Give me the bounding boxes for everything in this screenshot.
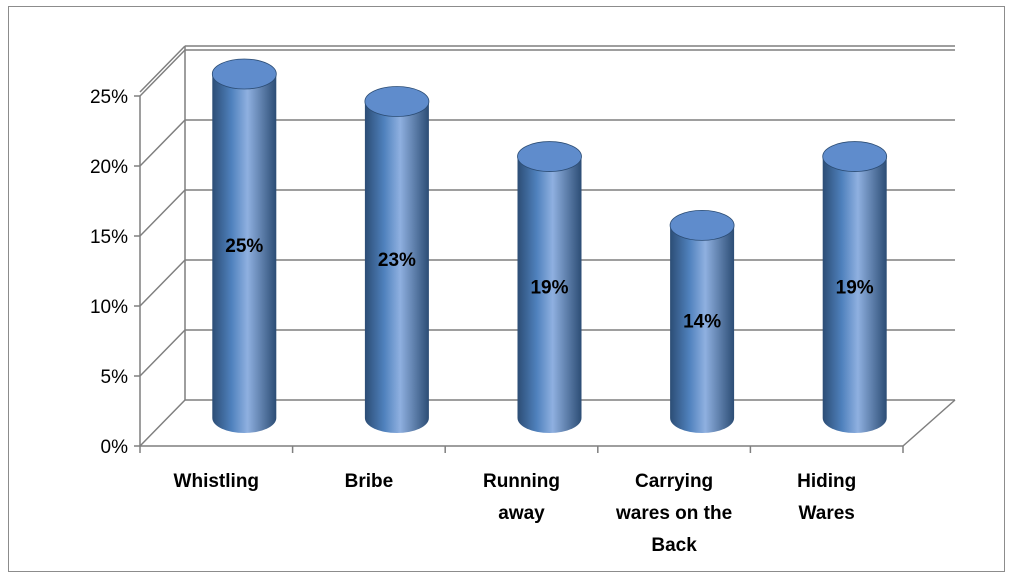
- bar: 23%: [364, 86, 430, 434]
- y-tick-label: 15%: [90, 227, 128, 248]
- bar-top-cap: [822, 141, 888, 172]
- y-tick-label: 10%: [90, 297, 128, 318]
- x-category-label-line: Whistling: [174, 471, 259, 492]
- x-category-label-line: Hiding: [797, 471, 856, 492]
- y-tick-label: 0%: [101, 437, 129, 458]
- wall-top-diagonal: [139, 45, 186, 93]
- x-category-label: Carrying wares on the Back: [615, 471, 732, 556]
- x-category-label-line: Bribe: [345, 471, 394, 492]
- bar-body: [670, 225, 735, 434]
- bar-body: [364, 101, 429, 434]
- bar-top-cap: [669, 209, 735, 241]
- gridline-diagonal: [139, 259, 186, 307]
- gridline-diagonal: [139, 119, 186, 167]
- bar: 25%: [211, 58, 277, 433]
- bar-top-cap: [364, 86, 430, 117]
- x-category-label-line: Wares: [799, 503, 855, 524]
- gridline-diagonal: [139, 399, 186, 447]
- x-category-label: Hiding Wares: [797, 471, 856, 524]
- y-tick-label: 25%: [90, 87, 128, 108]
- floor-right-diagonal: [902, 399, 956, 447]
- bar-body: [822, 156, 887, 434]
- x-category-label-line: away: [498, 503, 545, 524]
- axes: [134, 95, 904, 453]
- y-tick-label: 20%: [90, 157, 128, 178]
- bar: 19%: [517, 141, 582, 434]
- x-category-label-line: Back: [651, 535, 697, 556]
- x-category-labels: Whistling Bribe Running away Carrying wares o…: [174, 471, 857, 556]
- x-category-label-line: wares on the: [615, 503, 732, 524]
- x-category-label: Running away: [483, 471, 560, 524]
- gridline-diagonal: [139, 49, 186, 97]
- y-tick-label: 5%: [101, 367, 129, 388]
- data-label: 19%: [530, 277, 568, 298]
- bar-top-cap: [211, 58, 277, 90]
- gridline-diagonal: [139, 189, 186, 237]
- x-category-label: Bribe: [345, 471, 394, 492]
- chart-walls: [139, 45, 956, 447]
- data-label: 14%: [683, 312, 721, 333]
- data-label: 25%: [225, 236, 263, 257]
- x-category-label: Whistling: [174, 471, 259, 492]
- bar: 19%: [822, 141, 888, 434]
- data-label: 19%: [836, 277, 874, 298]
- bars: 25% 23% 19% 14% 19%: [211, 58, 888, 434]
- gridline-diagonal: [139, 329, 186, 377]
- bar-body: [517, 156, 582, 434]
- bar-top-cap: [517, 141, 582, 172]
- x-category-label-line: Running: [483, 471, 560, 492]
- y-tick-labels: 0% 5% 10% 15% 20% 25%: [90, 87, 128, 458]
- bar: 14%: [669, 209, 735, 434]
- bar-body: [212, 74, 277, 433]
- x-category-label-line: Carrying: [635, 471, 713, 492]
- data-label: 23%: [378, 250, 416, 271]
